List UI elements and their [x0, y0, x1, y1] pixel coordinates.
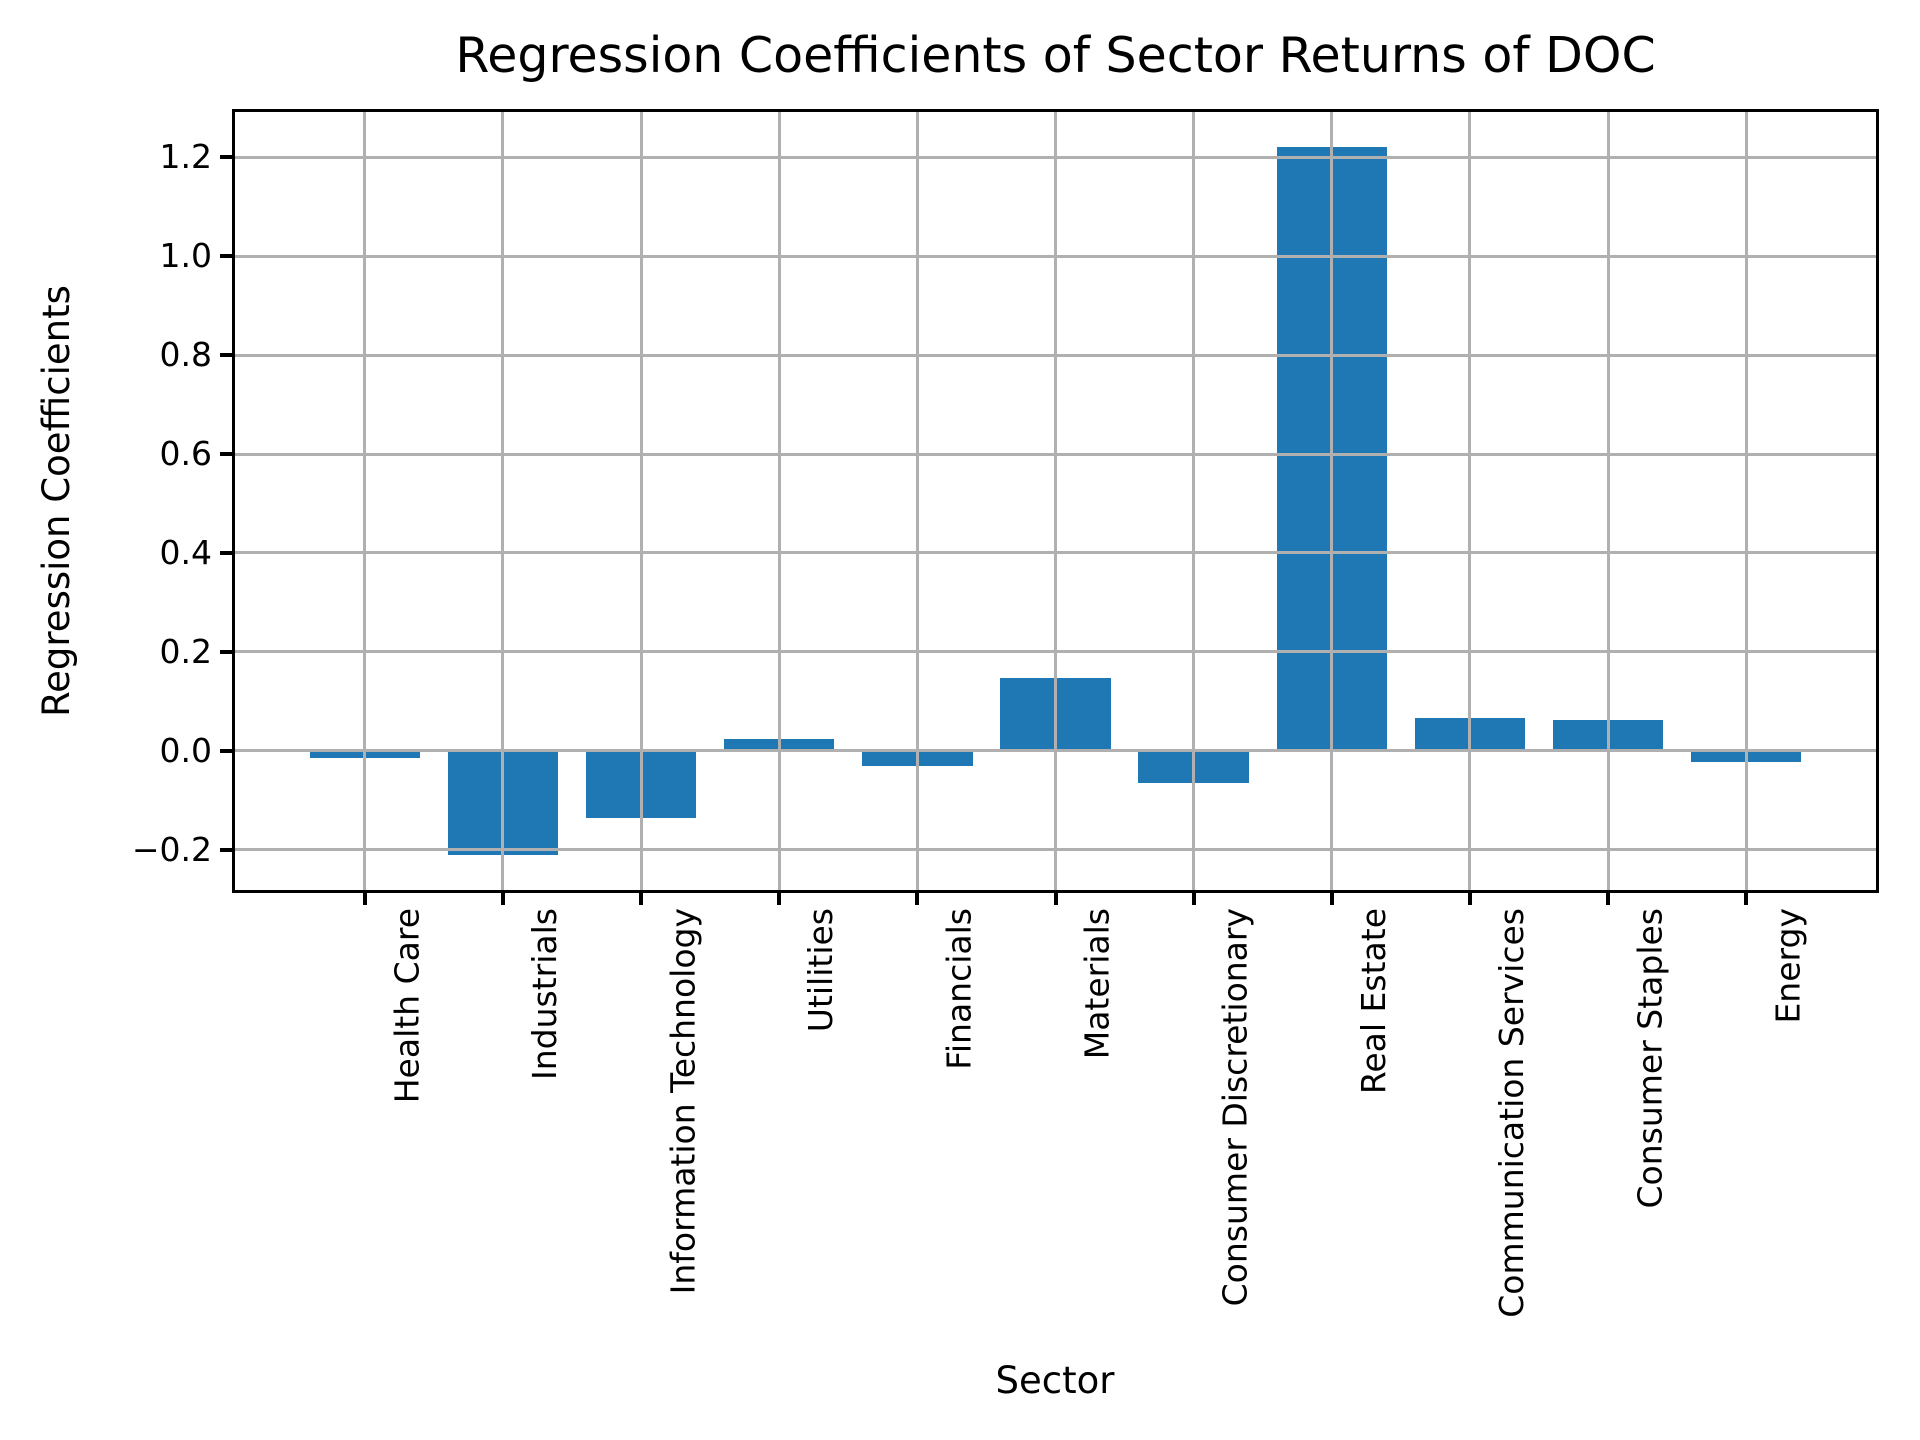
x-axis-label: Sector	[995, 1359, 1115, 1402]
x-tick-mark	[915, 890, 920, 905]
chart-title: Regression Coefficients of Sector Return…	[455, 27, 1656, 84]
x-tick-mark	[1467, 890, 1472, 905]
y-tick-label: 1.0	[159, 236, 212, 276]
x-tick-mark	[1606, 890, 1611, 905]
x-tick-label: Industrials	[524, 908, 564, 1080]
y-tick-label: 0.4	[159, 532, 212, 572]
gridline-vertical	[1192, 112, 1196, 890]
x-tick-mark	[500, 890, 505, 905]
gridline-vertical	[1744, 112, 1748, 890]
gridline-vertical	[501, 112, 505, 890]
x-tick-label: Consumer Discretionary	[1215, 908, 1255, 1307]
y-tick-label: −0.2	[131, 829, 212, 869]
y-tick-mark	[220, 649, 235, 654]
gridline-vertical	[639, 112, 643, 890]
x-tick-label: Utilities	[801, 908, 841, 1033]
x-tick-mark	[1329, 890, 1334, 905]
gridline-vertical	[1606, 112, 1610, 890]
x-tick-label: Materials	[1077, 908, 1117, 1060]
x-tick-label: Financials	[939, 908, 979, 1070]
plot-area	[235, 112, 1876, 890]
gridline-vertical	[777, 112, 781, 890]
gridline-vertical	[1330, 112, 1334, 890]
y-tick-mark	[220, 847, 235, 852]
gridline-vertical	[1468, 112, 1472, 890]
y-tick-label: 0.2	[159, 631, 212, 671]
gridline-vertical	[363, 112, 367, 890]
y-tick-mark	[220, 353, 235, 358]
x-tick-label: Consumer Staples	[1630, 908, 1670, 1209]
y-tick-mark	[220, 748, 235, 753]
gridline-vertical	[915, 112, 919, 890]
x-tick-mark	[362, 890, 367, 905]
x-tick-label: Communication Services	[1491, 908, 1531, 1318]
y-tick-mark	[220, 550, 235, 555]
x-tick-label: Information Technology	[663, 908, 703, 1295]
x-tick-mark	[1744, 890, 1749, 905]
x-tick-mark	[1053, 890, 1058, 905]
y-tick-label: 0.8	[159, 335, 212, 375]
x-tick-label: Energy	[1768, 908, 1808, 1024]
y-tick-label: 1.2	[159, 137, 212, 177]
y-tick-mark	[220, 155, 235, 160]
x-tick-label: Real Estate	[1353, 908, 1393, 1095]
y-tick-mark	[220, 452, 235, 456]
y-tick-label: 0.0	[159, 730, 212, 770]
gridline-vertical	[1054, 112, 1057, 890]
y-tick-mark	[220, 254, 235, 259]
x-tick-mark	[639, 890, 644, 905]
x-tick-mark	[1191, 890, 1196, 905]
y-tick-label: 0.6	[159, 434, 212, 473]
x-tick-label: Health Care	[386, 908, 426, 1104]
x-tick-mark	[777, 890, 782, 905]
y-axis-label: Regression Coefficients	[35, 285, 78, 717]
